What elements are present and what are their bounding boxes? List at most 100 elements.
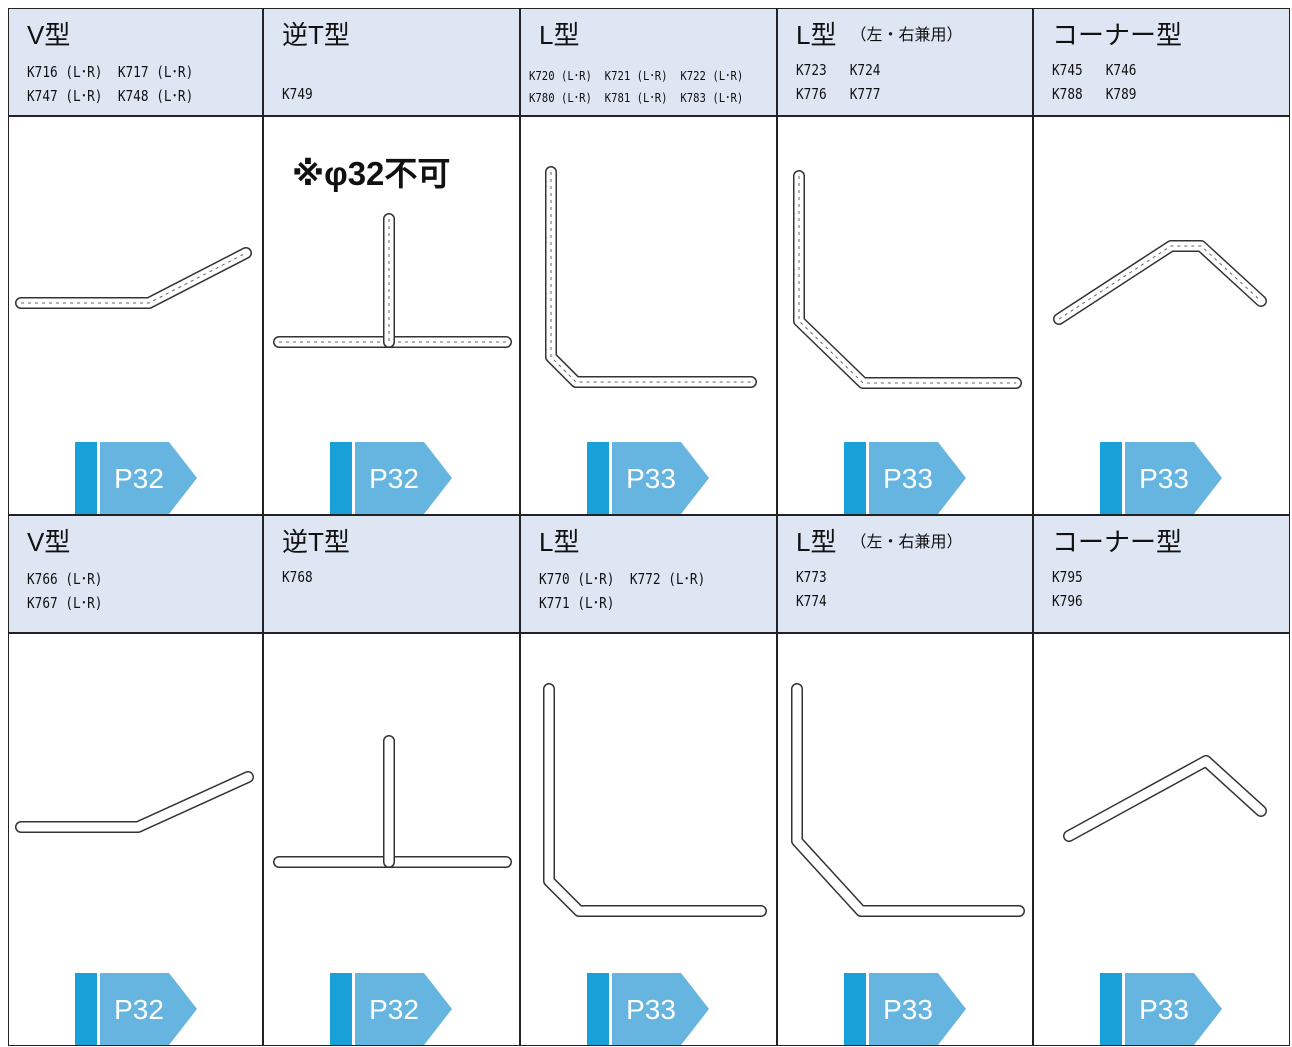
page-link-button[interactable] (612, 973, 709, 1045)
cell-title: L型 （左・右兼用） (796, 522, 962, 559)
page-link-button[interactable] (1125, 973, 1222, 1045)
rail-fill (546, 167, 756, 387)
page-link-label[interactable]: P33 (1139, 463, 1189, 494)
model-code: K723 K724 (796, 61, 881, 79)
rail-grip (21, 252, 247, 304)
rail-fill (544, 684, 766, 916)
cell-body: P33 (1033, 633, 1290, 1046)
model-code: K745 K746 (1052, 61, 1137, 79)
cell-body: P33 (777, 633, 1033, 1046)
title-text: L型 (796, 20, 837, 50)
title-text: L型 (539, 527, 580, 557)
page-link-button[interactable] (355, 973, 452, 1045)
cell-body: P32 (8, 116, 263, 515)
model-code: K747 (L･R) K748 (L･R) (27, 87, 194, 105)
page-link-label[interactable]: P33 (1139, 994, 1189, 1025)
cell-header: L型 K770 (L･R) K772 (L･R) K771 (L･R) (520, 515, 777, 633)
cell-title: V型 (27, 522, 70, 559)
cell-body: P32 (8, 633, 263, 1046)
product-drawing: P33 (545, 166, 757, 514)
page-link-button[interactable] (869, 442, 966, 514)
title-note: （左・右兼用） (850, 534, 963, 551)
title-note: （左・右兼用） (850, 27, 963, 44)
model-code: K766 (L･R) (27, 570, 103, 588)
cell-title: L型 (539, 15, 579, 52)
page-link-label[interactable]: P33 (883, 994, 933, 1025)
page-link-label[interactable]: P32 (114, 463, 164, 494)
model-code: K795 (1052, 568, 1083, 586)
cell-title: コーナー型 (1052, 15, 1182, 52)
model-code: K749 (282, 85, 313, 103)
page-link-label[interactable]: P33 (626, 994, 676, 1025)
button-stripe (1100, 442, 1122, 514)
model-code: K780 (L･R) K781 (L･R) K783 (L･R) (529, 90, 744, 105)
cell-title: コーナー型 (1052, 522, 1182, 559)
rail-fill (792, 684, 1024, 916)
cell-header: L型 （左・右兼用） K723 K724 K776 K777 (777, 8, 1033, 116)
product-drawing: P33 (1053, 240, 1267, 514)
cell-title: 逆T型 (282, 522, 350, 559)
title-text: L型 (796, 527, 837, 557)
rail-grip (798, 176, 1016, 384)
cell-header: L型 K720 (L･R) K721 (L･R) K722 (L･R) K780 (… (520, 8, 777, 116)
page-link-label[interactable]: P32 (369, 994, 419, 1025)
page-link-label[interactable]: P33 (883, 463, 933, 494)
cell-header: コーナー型 K795 K796 (1033, 515, 1290, 633)
rail-grip (550, 172, 751, 383)
product-drawing: P32 (273, 213, 512, 514)
button-stripe (75, 973, 97, 1045)
cell-title: 逆T型 (282, 15, 350, 52)
model-code: K720 (L･R) K721 (L･R) K722 (L･R) (529, 68, 744, 83)
button-stripe (844, 973, 866, 1045)
product-drawing: P33 (1063, 755, 1267, 1045)
title-text: コーナー型 (1052, 527, 1183, 557)
cell-title: L型 （左・右兼用） (796, 15, 962, 52)
cell-body: ※φ32不可 P32 (263, 116, 520, 515)
rail-fill (1054, 241, 1266, 324)
cell-header: 逆T型 K749 (263, 8, 520, 116)
page-link-button[interactable] (100, 442, 197, 514)
cell-title: V型 (27, 15, 70, 52)
model-code: K768 (282, 568, 313, 586)
product-drawing: P32 (273, 735, 512, 1045)
model-code: K770 (L･R) K772 (L･R) (539, 570, 706, 588)
cell-title: L型 (539, 522, 579, 559)
product-drawing: P33 (793, 170, 1022, 514)
page-link-button[interactable] (869, 973, 966, 1045)
title-text: V型 (27, 527, 71, 557)
cell-header: L型 （左・右兼用） K773 K774 (777, 515, 1033, 633)
page-link-label[interactable]: P32 (369, 463, 419, 494)
button-stripe (587, 442, 609, 514)
page-link-label[interactable]: P33 (626, 463, 676, 494)
cell-body: P33 (520, 116, 777, 515)
model-code: K771 (L･R) (539, 594, 615, 612)
cell-header: V型 K766 (L･R) K767 (L･R) (8, 515, 263, 633)
title-text: V型 (27, 20, 71, 50)
title-text: 逆T型 (282, 20, 350, 50)
title-text: コーナー型 (1052, 20, 1183, 50)
button-stripe (844, 442, 866, 514)
model-code: K776 K777 (796, 85, 881, 103)
product-drawing: P32 (15, 771, 254, 1045)
cell-body: P33 (777, 116, 1033, 515)
rail-fill (16, 248, 251, 308)
cell-body: P32 (263, 633, 520, 1046)
page-link-button[interactable] (612, 442, 709, 514)
model-code: K796 (1052, 592, 1083, 610)
page-link-button[interactable] (100, 973, 197, 1045)
button-stripe (587, 973, 609, 1045)
cell-note: ※φ32不可 (292, 155, 451, 192)
page-link-button[interactable] (355, 442, 452, 514)
model-code: K767 (L･R) (27, 594, 103, 612)
model-code: K774 (796, 592, 827, 610)
page-link-label[interactable]: P32 (114, 994, 164, 1025)
rail-fill (16, 772, 253, 832)
rail-outline (15, 771, 254, 833)
rail-fill (1064, 756, 1266, 841)
product-drawing: P32 (15, 247, 252, 514)
cell-body: P33 (1033, 116, 1290, 515)
button-stripe (1100, 973, 1122, 1045)
cell-body: P33 (520, 633, 777, 1046)
page-link-button[interactable] (1125, 442, 1222, 514)
